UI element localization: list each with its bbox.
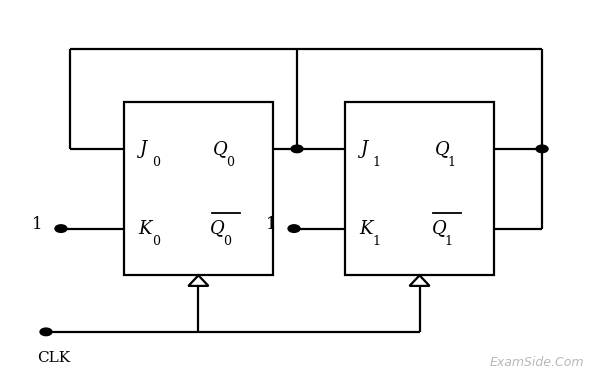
Text: J: J xyxy=(360,140,367,158)
Text: 1: 1 xyxy=(445,235,453,248)
Circle shape xyxy=(288,225,300,233)
Text: J: J xyxy=(139,140,146,158)
Text: 0: 0 xyxy=(224,235,231,248)
Circle shape xyxy=(55,225,67,233)
Text: 1: 1 xyxy=(373,156,381,169)
Text: 0: 0 xyxy=(152,235,160,248)
Text: 1: 1 xyxy=(448,156,456,169)
Circle shape xyxy=(40,328,52,336)
Text: Q: Q xyxy=(213,140,228,158)
Text: 0: 0 xyxy=(152,156,160,169)
Text: 1: 1 xyxy=(265,216,276,233)
Bar xyxy=(345,102,494,275)
Text: ExamSide.Com: ExamSide.Com xyxy=(490,355,584,368)
Text: Q: Q xyxy=(435,140,449,158)
Circle shape xyxy=(291,145,303,152)
Text: Q: Q xyxy=(210,219,225,238)
Text: CLK: CLK xyxy=(37,351,70,365)
Text: 1: 1 xyxy=(32,216,43,233)
Text: K: K xyxy=(360,219,373,238)
Circle shape xyxy=(536,145,548,152)
Text: K: K xyxy=(139,219,152,238)
Bar xyxy=(124,102,273,275)
Text: 1: 1 xyxy=(373,235,381,248)
Text: Q: Q xyxy=(431,219,446,238)
Text: 0: 0 xyxy=(227,156,235,169)
